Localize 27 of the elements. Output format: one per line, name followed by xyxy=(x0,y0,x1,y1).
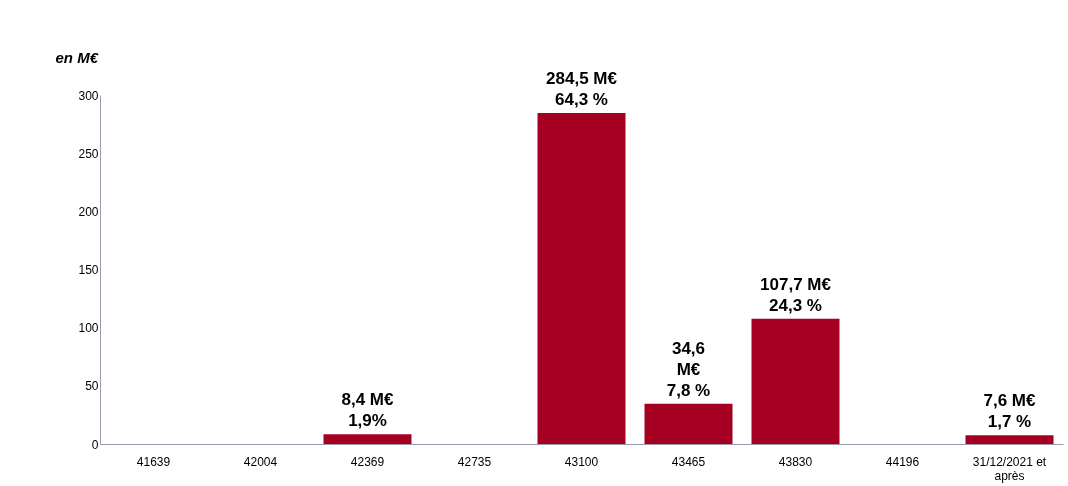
y-axis-title: en M€ xyxy=(55,48,99,66)
y-tick-label: 100 xyxy=(78,321,99,336)
data-label: 284,5 M€ 64,3 % xyxy=(546,69,618,110)
y-tick-label: 50 xyxy=(85,379,99,394)
y-tick-label: 250 xyxy=(78,146,99,161)
data-label: 107,7 M€ 24,3 % xyxy=(760,274,832,315)
bar xyxy=(537,113,626,444)
y-tick-label: 150 xyxy=(78,263,99,277)
x-tick-label: 31/12/2021 et après xyxy=(972,454,1047,483)
x-tick-label: 42004 xyxy=(243,454,278,469)
x-tick-label: 43465 xyxy=(671,454,706,469)
bar xyxy=(644,403,733,444)
x-tick-label: 43830 xyxy=(778,454,813,469)
x-tick-label: 41639 xyxy=(136,454,171,469)
x-tick-label: 44196 xyxy=(885,454,920,469)
x-tick-label: 42735 xyxy=(457,454,492,469)
data-label: 7,6 M€ 1,7 % xyxy=(983,391,1037,432)
y-tick-label: 0 xyxy=(91,437,99,452)
bar xyxy=(323,434,412,444)
bar xyxy=(965,435,1054,444)
y-tick-label: 300 xyxy=(78,88,99,103)
x-tick-label: 42369 xyxy=(350,454,385,469)
x-tick-label: 43100 xyxy=(564,454,599,469)
bar xyxy=(751,318,840,444)
data-label: 8,4 M€ 1,9% xyxy=(341,390,395,431)
y-tick-label: 200 xyxy=(78,204,99,219)
data-label: 34,6 M€ 7,8 % xyxy=(666,338,711,400)
